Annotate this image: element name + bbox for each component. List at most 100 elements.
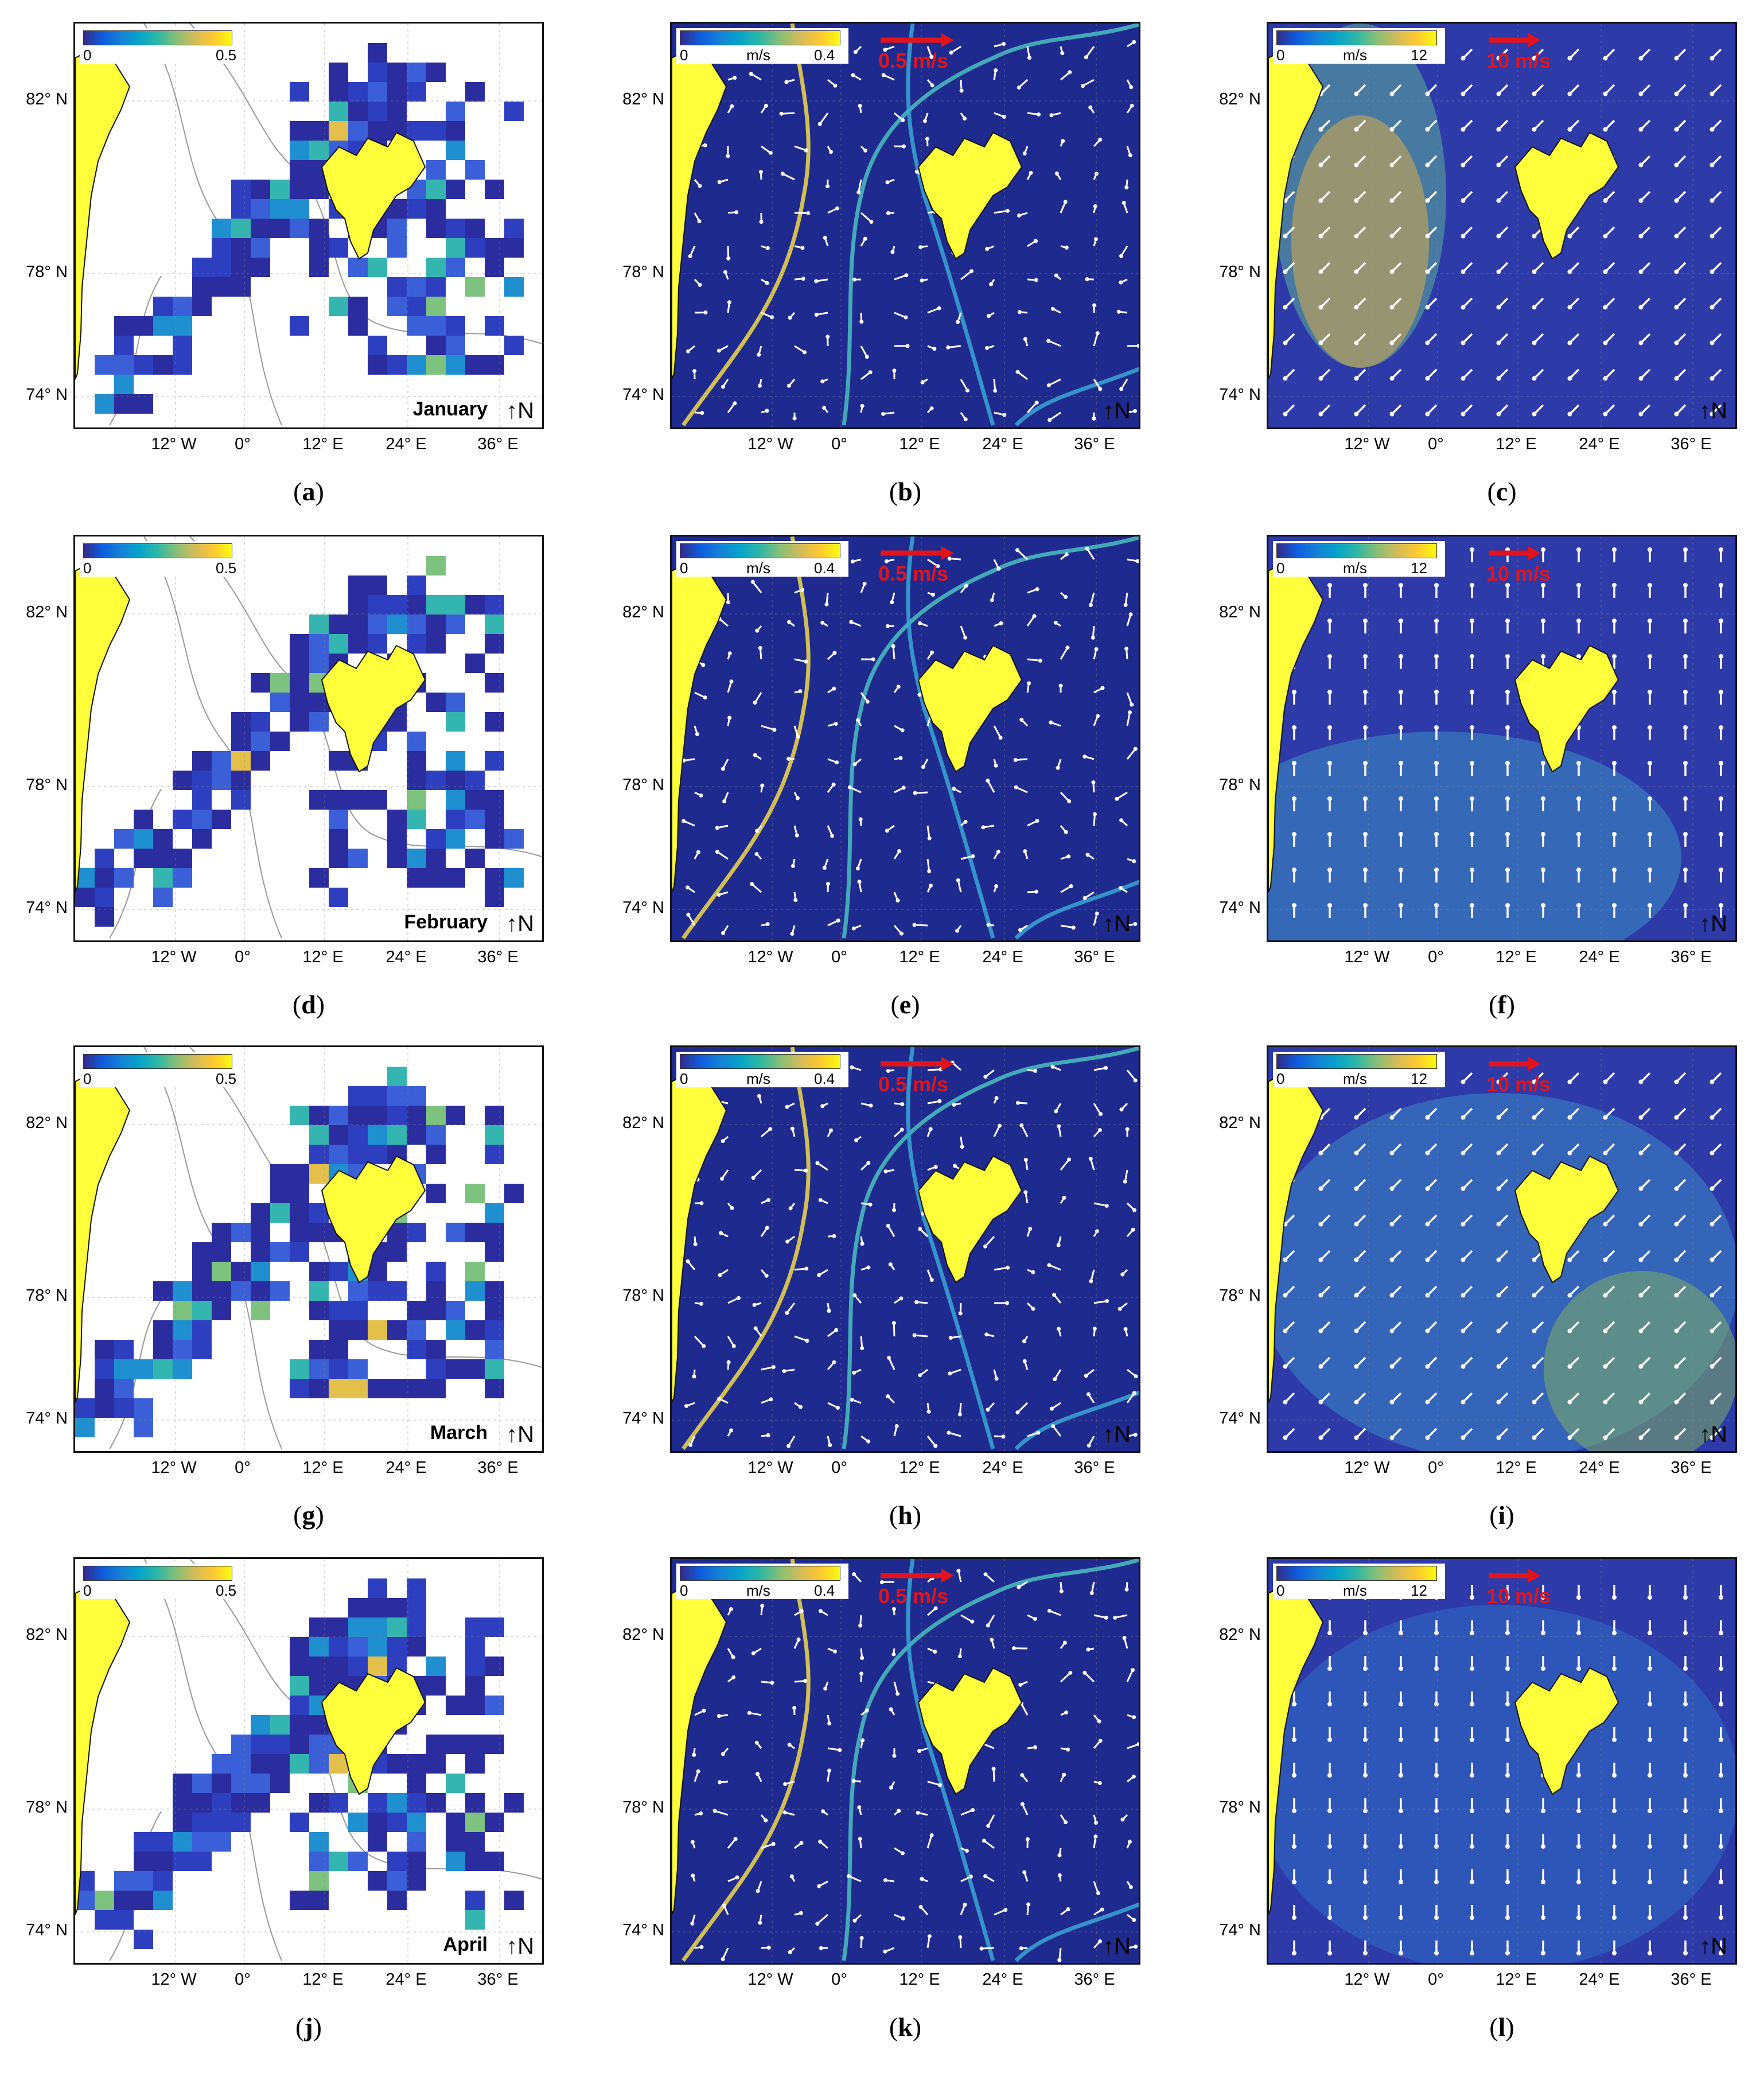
vector-head: [1029, 170, 1033, 175]
vector-head: [804, 148, 808, 153]
vector-head: [922, 119, 927, 123]
ice-concentration-cell: [485, 1617, 504, 1637]
vector-head: [1638, 1399, 1644, 1405]
vector-head: [1354, 340, 1359, 345]
vector-head: [731, 1344, 736, 1348]
vector-head: [753, 1326, 758, 1331]
vector-head: [1389, 91, 1395, 96]
latitude-label: 74° N: [26, 1409, 68, 1428]
vector-head: [751, 1176, 756, 1180]
ice-concentration-cell: [387, 1379, 407, 1398]
ice-concentration-cell: [290, 219, 309, 238]
ice-concentration-cell: [114, 1891, 134, 1910]
vector-head: [1113, 1615, 1117, 1620]
ice-concentration-cell: [348, 1281, 368, 1301]
ice-concentration-cell: [212, 219, 231, 238]
vector-head: [817, 122, 822, 126]
vector-head: [852, 277, 856, 282]
vector-head: [1058, 683, 1063, 688]
vector-head: [700, 411, 704, 415]
colorbar-max-label: 12: [1411, 46, 1427, 64]
ice-concentration-cell: [309, 868, 329, 888]
colorbar-min-label: 0: [1276, 46, 1285, 64]
vector-head: [1011, 1646, 1016, 1651]
ice-concentration-cell: [270, 673, 290, 693]
vector-head: [1100, 1907, 1104, 1912]
current-vector: [1126, 748, 1136, 760]
vector-head: [1470, 1844, 1474, 1849]
longitude-label: 12° W: [151, 1459, 197, 1477]
ice-concentration-cell: [290, 1891, 309, 1910]
vector-head: [921, 765, 925, 769]
ice-concentration-cell: [407, 1832, 426, 1852]
vector-head: [901, 1916, 905, 1921]
latitude-label: 78° N: [26, 263, 68, 281]
vector-head: [1389, 162, 1395, 168]
vector-head: [1710, 1399, 1715, 1405]
ice-concentration-cell: [485, 1203, 504, 1223]
vector-head: [1124, 1587, 1129, 1592]
ice-concentration-cell: [348, 849, 368, 868]
ice-concentration-cell: [368, 121, 387, 141]
vector-head: [1603, 1435, 1608, 1440]
vector-head: [1389, 305, 1395, 310]
ice-concentration-cell: [134, 1832, 153, 1852]
ice-concentration-cell: [348, 1379, 368, 1398]
vector-head: [854, 1138, 859, 1142]
vector-head: [1470, 761, 1474, 765]
ice-concentration-cell: [290, 673, 309, 693]
vector-head: [1603, 91, 1608, 96]
vector-head: [696, 1769, 700, 1774]
vector-head: [1087, 1443, 1091, 1448]
vector-head: [963, 1903, 967, 1907]
longitude-label: 0°: [235, 1459, 251, 1477]
ice-concentration-cell: [387, 1637, 407, 1657]
vector-head: [998, 736, 1003, 740]
current-vector: [887, 1225, 895, 1237]
ice-concentration-cell: [251, 1774, 270, 1793]
vector-head: [886, 1394, 890, 1399]
vector-head: [793, 898, 798, 903]
longitude-label: 12° E: [899, 948, 940, 966]
vector-head: [764, 1273, 769, 1278]
vector-head: [1318, 340, 1323, 345]
vector-head: [994, 884, 999, 888]
ice-concentration-cell: [426, 1735, 446, 1754]
vector-head: [829, 1128, 834, 1133]
ice-concentration-cell: [426, 199, 446, 219]
vector-head: [955, 928, 960, 933]
vector-head: [1354, 198, 1359, 203]
vector-head: [736, 1296, 741, 1300]
ice-concentration-cell: [368, 82, 387, 102]
vector-head: [965, 388, 969, 392]
vector-head: [686, 1259, 690, 1263]
vector-head: [1363, 761, 1368, 765]
vector-head: [1425, 1257, 1430, 1262]
ice-concentration-cell: [212, 1242, 231, 1262]
ice-concentration-cell: [153, 355, 173, 375]
ice-concentration-cell: [153, 829, 173, 849]
ice-concentration-cell: [426, 556, 446, 576]
vector-head: [1648, 1631, 1652, 1635]
vector-head: [823, 1686, 828, 1691]
vector-head: [1399, 761, 1403, 765]
vector-head: [1283, 269, 1288, 274]
ice-concentration-cell: [387, 810, 407, 829]
ice-concentration-cell: [192, 1852, 212, 1871]
ice-concentration-cell: [309, 1891, 329, 1910]
ice-concentration-cell: [251, 1203, 270, 1223]
paren: ): [1505, 2012, 1514, 2042]
vector-head: [1132, 40, 1136, 44]
paren: ): [1506, 990, 1515, 1019]
ice-concentration-cell: [485, 1223, 504, 1242]
vector-head: [866, 1439, 871, 1444]
vector-head: [1710, 1257, 1715, 1262]
greenland-land: [75, 1581, 131, 1915]
ice-concentration-cell: [446, 336, 465, 355]
current-filament: [842, 24, 1139, 426]
current-vector: [722, 1947, 729, 1959]
vector-head: [1461, 1364, 1466, 1369]
vector-head: [721, 1752, 725, 1756]
ice-concentration-cell: [270, 1774, 290, 1793]
vector-head: [750, 580, 755, 584]
